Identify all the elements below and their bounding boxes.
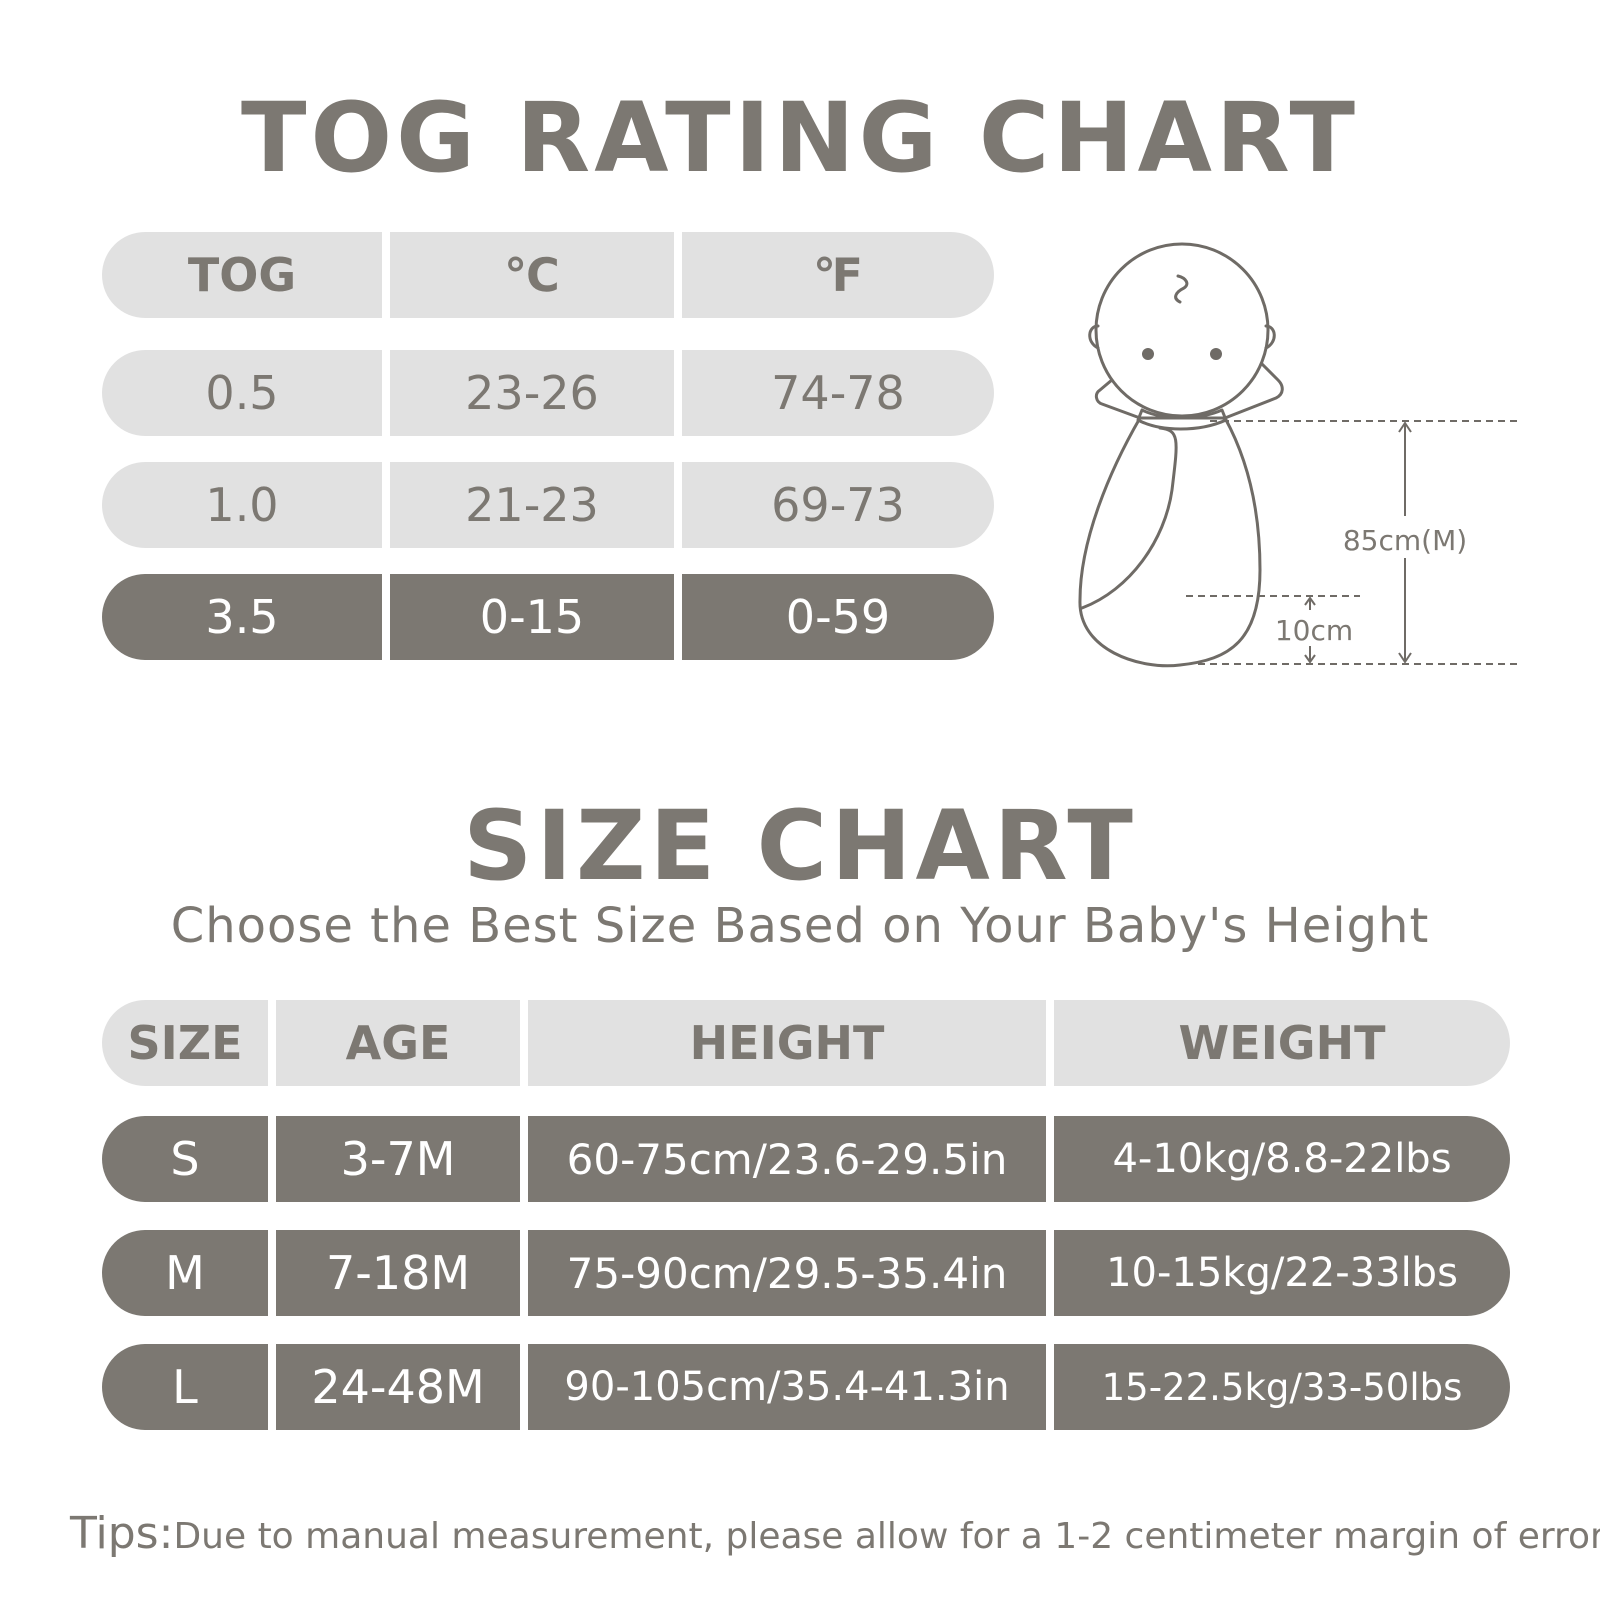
length-arrow-icon — [1398, 421, 1412, 664]
celsius-value: 0-15 — [390, 574, 674, 660]
tips-text: Due to manual measurement, please allow … — [173, 1516, 1600, 1557]
celsius-header: ℃ — [390, 232, 674, 318]
tips-label: Tips: — [70, 1508, 174, 1559]
tog-rating-chart-title: TOG RATING CHART — [240, 82, 1360, 194]
height-header: HEIGHT — [528, 1000, 1046, 1086]
hem-arrow-icon — [1304, 596, 1316, 664]
tog-value: 3.5 — [102, 574, 382, 660]
weight-value: 10-15kg/22-33lbs — [1054, 1230, 1510, 1316]
left-ear-icon — [1088, 324, 1100, 350]
tog-table-row: 0.5 23-26 74-78 — [102, 350, 994, 436]
fahrenheit-value: 69-73 — [682, 462, 994, 548]
size-chart-subtitle: Choose the Best Size Based on Your Baby'… — [170, 898, 1430, 954]
age-value: 3-7M — [276, 1116, 520, 1202]
age-value: 24-48M — [276, 1344, 520, 1430]
height-value: 60-75cm/23.6-29.5in — [528, 1116, 1046, 1202]
fahrenheit-value: 0-59 — [682, 574, 994, 660]
wrap-fold-icon — [1080, 426, 1178, 610]
tog-value: 1.0 — [102, 462, 382, 548]
tog-header: TOG — [102, 232, 382, 318]
tog-table-row: 1.0 21-23 69-73 — [102, 462, 994, 548]
size-table-header-row: SIZE AGE HEIGHT WEIGHT — [102, 1000, 1510, 1086]
size-table-row: L 24-48M 90-105cm/35.4-41.3in 15-22.5kg/… — [102, 1344, 1510, 1430]
size-chart-title: SIZE CHART — [463, 790, 1137, 902]
tips-note: Tips:Due to manual measurement, please a… — [70, 1508, 1600, 1559]
hem-length-label: 10cm — [1275, 614, 1353, 647]
size-value: L — [102, 1344, 268, 1430]
fahrenheit-header: ℉ — [682, 232, 994, 318]
size-header: SIZE — [102, 1000, 268, 1086]
right-ear-icon — [1264, 324, 1276, 350]
weight-header: WEIGHT — [1054, 1000, 1510, 1086]
tog-value: 0.5 — [102, 350, 382, 436]
left-eye-icon — [1142, 348, 1154, 360]
age-header: AGE — [276, 1000, 520, 1086]
size-value: M — [102, 1230, 268, 1316]
height-value: 75-90cm/29.5-35.4in — [528, 1230, 1046, 1316]
collar-icon — [1136, 408, 1228, 431]
height-value: 90-105cm/35.4-41.3in — [528, 1344, 1046, 1430]
weight-value: 15-22.5kg/33-50lbs — [1054, 1344, 1510, 1430]
sleep-sack-outline-icon — [1078, 416, 1262, 668]
total-length-label: 85cm(M) — [1343, 524, 1467, 557]
tog-table-header-row: TOG ℃ ℉ — [102, 232, 994, 318]
celsius-value: 21-23 — [390, 462, 674, 548]
size-table-row: S 3-7M 60-75cm/23.6-29.5in 4-10kg/8.8-22… — [102, 1116, 1510, 1202]
weight-value: 4-10kg/8.8-22lbs — [1054, 1116, 1510, 1202]
baby-sleep-sack-illustration: 85cm(M) 10cm — [1078, 242, 1520, 668]
hair-curl-icon — [1174, 274, 1189, 304]
size-value: S — [102, 1116, 268, 1202]
age-value: 7-18M — [276, 1230, 520, 1316]
head-icon — [1094, 242, 1270, 418]
tog-table-row-highlighted: 3.5 0-15 0-59 — [102, 574, 994, 660]
fahrenheit-value: 74-78 — [682, 350, 994, 436]
celsius-value: 23-26 — [390, 350, 674, 436]
right-eye-icon — [1210, 348, 1222, 360]
size-table-row: M 7-18M 75-90cm/29.5-35.4in 10-15kg/22-3… — [102, 1230, 1510, 1316]
